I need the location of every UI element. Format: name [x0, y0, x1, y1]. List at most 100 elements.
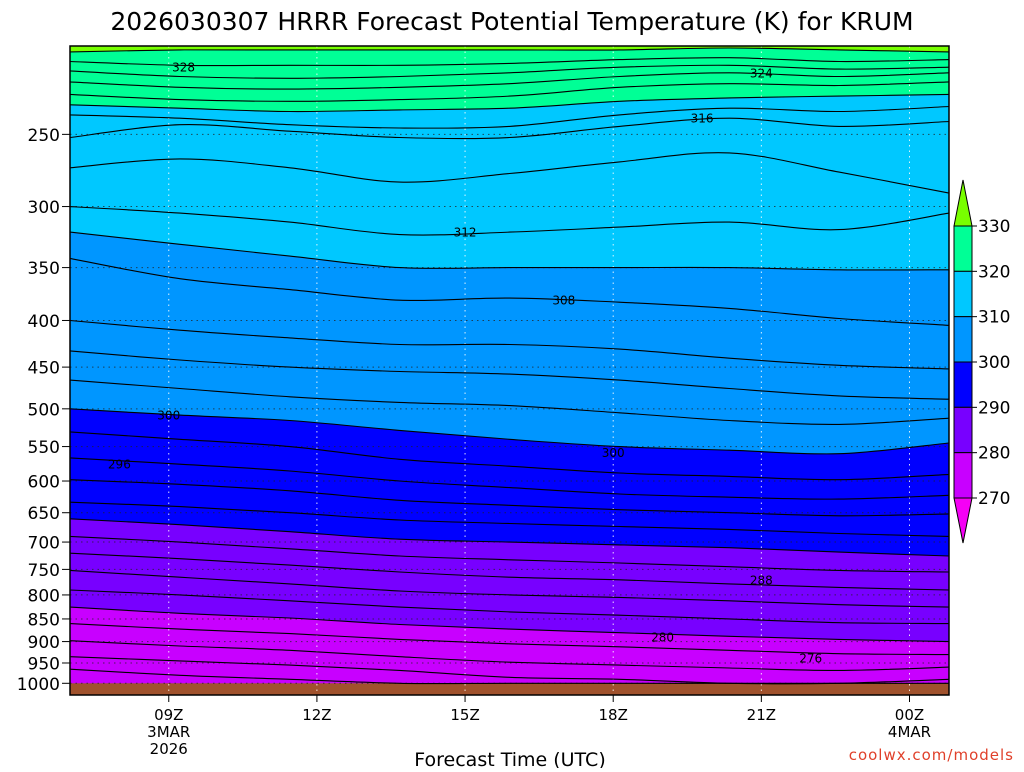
y-tick-label-500: 500	[28, 400, 60, 420]
isentrope-278	[69, 623, 950, 656]
fill-band-286-288	[70, 536, 949, 590]
isentrope-322	[69, 81, 950, 102]
contour-label-280: 280	[651, 631, 674, 645]
y-tick-label-900: 900	[28, 633, 60, 653]
contour-label-300: 300	[602, 446, 625, 460]
isentrope-302	[69, 379, 950, 425]
fill-band-300-302	[70, 380, 949, 454]
contour-label-300: 300	[157, 409, 180, 423]
y-tick-label-350: 350	[28, 259, 60, 279]
y-tick-label-1000: 1000	[17, 675, 60, 695]
y-tick-label-300: 300	[28, 198, 60, 218]
isentrope-328	[69, 57, 950, 67]
y-tick-label-400: 400	[28, 312, 60, 332]
y-tick-label-700: 700	[28, 534, 60, 554]
fill-band-318-320	[70, 94, 949, 129]
isentrope-330	[69, 47, 950, 53]
isentrope-326	[69, 64, 950, 79]
terrain-fill	[70, 683, 949, 695]
contour-label-328: 328	[172, 61, 195, 75]
x-tick-label-18-0: 18Z	[599, 706, 628, 724]
fill-band-276-278	[70, 623, 949, 671]
isentrope-296	[69, 457, 950, 500]
fill-band-304-306	[70, 320, 949, 400]
x-axis-label: Forecast Time (UTC)	[414, 749, 605, 768]
fill-band-302-304	[70, 350, 949, 425]
colorbar-box-1	[953, 270, 973, 318]
isentrope-310	[69, 231, 950, 271]
contour-label-308: 308	[552, 294, 575, 308]
fill-band-280-282	[70, 590, 949, 642]
isentrope-288	[69, 535, 950, 573]
y-axis: 250 300 350 400 450 500 550 600 650 700 750 800 850 9…	[17, 126, 70, 695]
isentrope-316	[69, 117, 950, 140]
isentrope-306	[69, 319, 950, 370]
isentrope-276	[69, 640, 950, 671]
isentrope-272	[69, 668, 949, 685]
y-tick-label-950: 950	[28, 654, 60, 674]
y-tick-label-550: 550	[28, 438, 60, 458]
contour-label-324: 324	[750, 66, 773, 80]
colorbar-arrow-top	[953, 179, 973, 227]
colorbar-label-320: 320	[978, 262, 1010, 282]
x-tick-label-24-0: 00Z	[895, 706, 924, 724]
fill-band-272-274	[70, 656, 949, 684]
fill-band-294-296	[70, 457, 949, 516]
isentrope-304	[69, 350, 950, 400]
colorbar-label-330: 330	[978, 217, 1010, 237]
colorbar-label-310: 310	[978, 308, 1010, 328]
isentrope-312	[69, 206, 950, 236]
fill-band-282-284	[70, 570, 949, 624]
isentrope-contours	[69, 47, 950, 685]
x-tick-label-9-2: 2026	[150, 740, 188, 758]
contour-labels: 328 324 316 312 308 300 300 296 288 280 276	[108, 61, 822, 666]
y-tick-label-850: 850	[28, 610, 60, 630]
isentrope-318	[69, 105, 950, 129]
fill-band-298-300	[70, 408, 949, 480]
y-tick-label-250: 250	[28, 126, 60, 146]
fill-band-312-314	[70, 152, 949, 236]
fill-band-296-298	[70, 431, 949, 500]
y-tick-label-750: 750	[28, 561, 60, 581]
fill-band-314-316	[70, 118, 949, 194]
isentrope-320	[69, 93, 950, 113]
x-tick-label-21-0: 21Z	[747, 706, 776, 724]
colorbar-box-4	[953, 406, 973, 454]
fill-band-292-294	[70, 479, 949, 537]
x-tick-label-15-0: 15Z	[450, 706, 479, 724]
fill-band-328-330	[70, 48, 949, 66]
x-tick-label-24-1: 4MAR	[888, 723, 931, 741]
chart-title: 2026030307 HRRR Forecast Potential Tempe…	[110, 7, 913, 36]
colorbar-label-300: 300	[978, 353, 1010, 373]
potential-temperature-fills	[70, 46, 949, 695]
y-tick-label-600: 600	[28, 473, 60, 493]
fill-band-320-322	[70, 81, 949, 112]
credit-text: coolwx.com/models	[849, 746, 1014, 764]
isentrope-282	[69, 589, 950, 625]
colorbar-box-5	[953, 452, 973, 499]
x-tick-label-9-1: 3MAR	[147, 723, 190, 741]
colorbar-label-270: 270	[978, 489, 1010, 509]
fill-band-308-310	[70, 232, 949, 326]
isentrope-308	[69, 257, 950, 326]
fill-band-316-318	[70, 106, 949, 139]
fill-band-324-326	[70, 65, 949, 90]
colorbar-label-280: 280	[978, 444, 1010, 464]
isentrope-314	[69, 152, 950, 194]
colorbar-box-3	[953, 361, 973, 408]
colorbar-label-290: 290	[978, 398, 1010, 418]
fill-band-284-286	[70, 553, 949, 608]
colorbar-box-0	[953, 225, 973, 272]
fill-band-326-328	[70, 57, 949, 79]
x-tick-label-9-0: 09Z	[154, 706, 183, 724]
isentrope-298	[69, 431, 950, 481]
y-tick-label-800: 800	[28, 586, 60, 606]
colorbar-box-2	[953, 316, 973, 363]
contour-label-312: 312	[454, 226, 477, 240]
isentrope-290	[69, 518, 950, 557]
y-tick-label-450: 450	[28, 359, 60, 379]
fill-band-306-308	[70, 258, 949, 369]
isentrope-284	[69, 569, 950, 608]
fill-band-322-324	[70, 72, 949, 102]
